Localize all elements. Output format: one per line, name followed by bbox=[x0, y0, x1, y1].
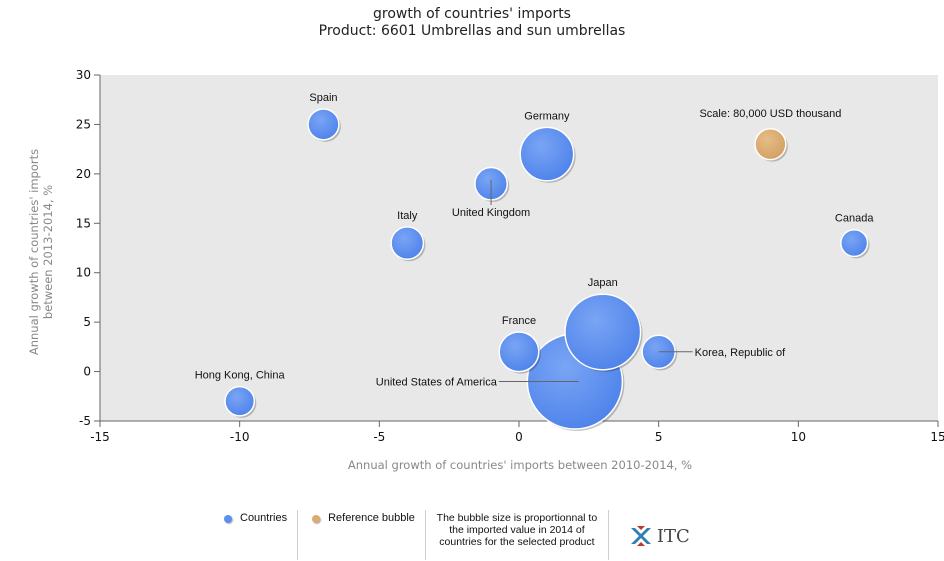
bubble bbox=[390, 226, 425, 260]
y-tick-label: 10 bbox=[76, 266, 91, 280]
bubble bbox=[840, 228, 869, 258]
x-tick-label: 0 bbox=[515, 430, 523, 444]
itc-logo: ITC bbox=[609, 510, 690, 560]
legend-item-countries[interactable]: Countries bbox=[210, 510, 299, 560]
bubble-label: United Kingdom bbox=[452, 207, 530, 219]
itc-logo-text: ITC bbox=[656, 525, 690, 547]
legend-item-reference[interactable]: Reference bubble bbox=[298, 510, 426, 560]
reference-swatch bbox=[312, 515, 321, 523]
chart-title: growth of countries' imports bbox=[373, 6, 571, 22]
bubble bbox=[307, 108, 340, 141]
bubble-label: Hong Kong, China bbox=[195, 370, 286, 382]
bubble-chart: -5 0 5 10 15 20 25 30 -15 -10 -5 0 5 10 15 Spain German… bbox=[76, 68, 944, 444]
itc-logo-icon bbox=[630, 526, 651, 546]
x-tick-label: 10 bbox=[791, 430, 806, 444]
x-axis-label: Annual growth of countries' imports betw… bbox=[347, 458, 693, 472]
y-tick-label: 20 bbox=[76, 167, 91, 181]
bubble-label: France bbox=[502, 315, 536, 327]
bubble-label: Italy bbox=[397, 210, 418, 222]
y-tick-label: 30 bbox=[76, 68, 91, 82]
reference-bubble bbox=[754, 128, 787, 161]
bubble-label: Canada bbox=[835, 213, 874, 225]
bubble bbox=[224, 385, 256, 417]
bubble-label: Germany bbox=[524, 110, 570, 122]
x-tick-label: 15 bbox=[930, 430, 944, 444]
bubble-label: Japan bbox=[588, 277, 618, 289]
countries-swatch bbox=[224, 515, 232, 523]
x-tick-label: 5 bbox=[655, 430, 663, 444]
legend: Countries Reference bubble The bubble si… bbox=[210, 510, 690, 560]
reference-bubble-label: Scale: 80,000 USD thousand bbox=[699, 108, 841, 120]
bubble bbox=[564, 293, 642, 371]
y-axis-label: Annual growth of countries' imports betw… bbox=[27, 148, 55, 356]
y-tick-label: 15 bbox=[76, 216, 91, 230]
x-tick-label: -5 bbox=[373, 430, 385, 444]
bubble bbox=[498, 331, 540, 373]
legend-reference-label: Reference bubble bbox=[328, 512, 415, 524]
bubble-label: Spain bbox=[309, 92, 337, 104]
y-tick-label: 25 bbox=[76, 117, 91, 131]
x-tick-label: -15 bbox=[90, 430, 110, 444]
bubble bbox=[519, 126, 575, 182]
y-tick-label: -5 bbox=[79, 414, 91, 428]
bubble-label: United States of America bbox=[376, 376, 498, 388]
legend-note: The bubble size is proportionnal to the … bbox=[426, 510, 609, 560]
y-tick-label: 5 bbox=[83, 315, 91, 329]
legend-countries-label: Countries bbox=[240, 512, 288, 524]
x-tick-label: -10 bbox=[230, 430, 250, 444]
y-tick-label: 0 bbox=[83, 365, 91, 379]
chart-subtitle: Product: 6601 Umbrellas and sun umbrella… bbox=[318, 23, 626, 39]
bubble-label: Korea, Republic of bbox=[695, 347, 786, 359]
